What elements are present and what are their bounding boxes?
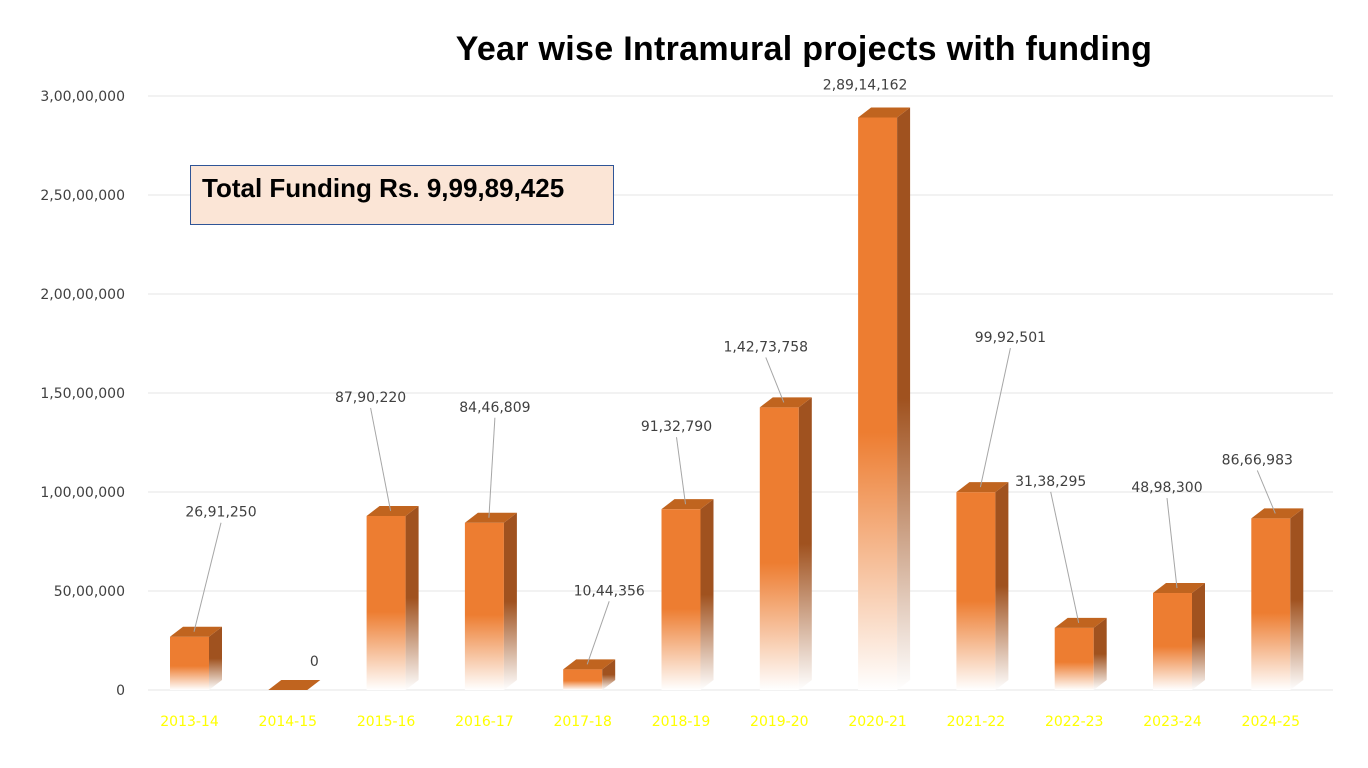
data-label: 1,42,73,758	[723, 339, 808, 355]
bar	[1153, 583, 1205, 690]
data-label: 0	[310, 654, 319, 670]
bar	[1054, 617, 1107, 690]
bar-side	[209, 626, 222, 690]
bar-front	[1054, 627, 1094, 690]
data-label: 31,38,295	[1015, 474, 1086, 490]
y-tick-label: 3,00,00,000	[40, 89, 125, 105]
x-tick-label: 2016-17	[455, 714, 514, 730]
bar-top	[268, 680, 321, 690]
data-label: 91,32,790	[641, 419, 712, 435]
bar-front	[464, 522, 504, 690]
bar-side	[798, 397, 812, 690]
bar-top	[759, 397, 812, 408]
bar-top	[1251, 508, 1304, 519]
data-label: 86,66,983	[1222, 452, 1293, 468]
bar	[1251, 508, 1304, 690]
leader-line	[979, 348, 1011, 488]
y-tick-label: 1,50,00,000	[40, 386, 125, 402]
bar-top	[464, 512, 517, 523]
bar	[661, 499, 714, 690]
bar-front	[1153, 593, 1192, 690]
bar-top	[366, 505, 419, 516]
bar-top	[1054, 617, 1107, 628]
leader-line	[586, 601, 610, 665]
bar-side	[503, 512, 517, 690]
leader-line	[765, 357, 785, 403]
bar	[268, 680, 321, 690]
x-tick-label: 2015-16	[357, 714, 416, 730]
data-label: 10,44,356	[574, 583, 645, 599]
bar-top	[956, 482, 1009, 493]
y-tick-label: 2,50,00,000	[40, 188, 125, 204]
bar	[759, 397, 812, 690]
leader-line	[1166, 497, 1178, 589]
bar-front	[170, 636, 209, 690]
bar-side	[1290, 508, 1304, 690]
bar	[563, 659, 616, 690]
data-label: 99,92,501	[975, 330, 1046, 346]
leader-line	[488, 417, 496, 518]
bar-front	[1251, 518, 1291, 690]
bar-top	[563, 659, 616, 670]
bar-top	[858, 107, 911, 118]
bar-top	[1153, 583, 1205, 594]
y-tick-label: 2,00,00,000	[40, 287, 125, 303]
bar-side	[405, 505, 419, 690]
x-tick-label: 2018-19	[652, 714, 711, 730]
x-tick-label: 2022-23	[1045, 714, 1104, 730]
bar-side	[602, 659, 616, 690]
bar	[464, 512, 517, 690]
bar-top	[170, 626, 222, 637]
y-tick-label: 0	[116, 683, 125, 699]
bar-front	[366, 515, 406, 690]
bar-front	[759, 407, 799, 690]
bar	[858, 107, 911, 691]
bar	[366, 505, 419, 690]
leader-line	[370, 407, 392, 512]
leader-line	[1256, 470, 1276, 514]
bar-front	[661, 509, 701, 690]
bar	[956, 482, 1009, 690]
x-tick-label: 2024-25	[1242, 714, 1301, 730]
total-funding-box: Total Funding Rs. 9,99,89,425	[190, 165, 614, 225]
leader-line	[193, 522, 222, 632]
y-tick-label: 1,00,00,000	[40, 485, 125, 501]
chart-title: Year wise Intramural projects with fundi…	[455, 30, 1153, 68]
x-tick-label: 2020-21	[848, 714, 907, 730]
x-tick-label: 2023-24	[1143, 714, 1202, 730]
data-label: 84,46,809	[459, 400, 530, 416]
bar-top	[661, 499, 714, 510]
x-tick-label: 2021-22	[947, 714, 1006, 730]
y-tick-label: 50,00,000	[54, 584, 125, 600]
leader-line	[676, 437, 686, 505]
bar-front	[858, 117, 898, 691]
data-label: 2,89,14,162	[823, 77, 908, 93]
bar-side	[1093, 617, 1107, 690]
leader-line	[1050, 491, 1080, 623]
data-label: 26,91,250	[185, 505, 256, 521]
x-tick-label: 2019-20	[750, 714, 809, 730]
data-label: 48,98,300	[1131, 480, 1202, 496]
x-tick-label: 2013-14	[160, 714, 219, 730]
bar-front	[563, 669, 603, 690]
x-tick-label: 2017-18	[553, 714, 612, 730]
bar-front	[956, 492, 996, 690]
bar	[170, 626, 222, 690]
bar-side	[700, 499, 714, 690]
bar-side	[995, 482, 1009, 690]
bar-side	[897, 107, 911, 691]
bar-side	[1192, 583, 1205, 690]
x-tick-label: 2014-15	[259, 714, 318, 730]
data-label: 87,90,220	[335, 390, 406, 406]
